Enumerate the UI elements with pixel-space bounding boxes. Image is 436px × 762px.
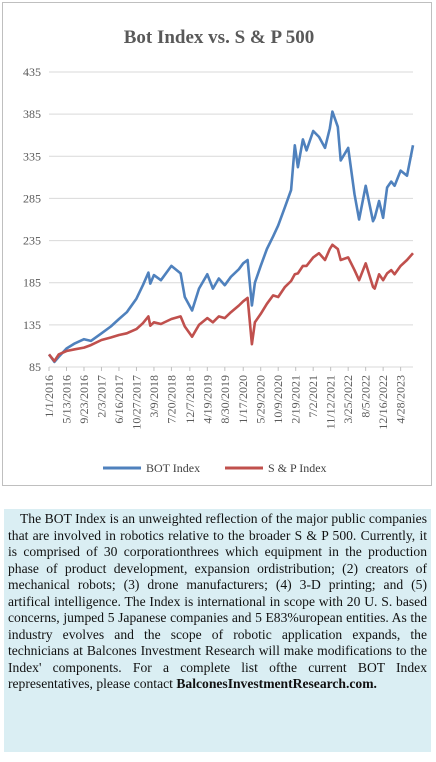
x-tick-label: 5/13/2016	[59, 375, 73, 424]
line-chart: Bot Index vs. S & P 500 85 135 185 235 285 33…	[23, 27, 415, 475]
x-tick-label: 7/20/2018	[164, 375, 178, 424]
x-tick-label: 1/1/2016	[42, 375, 56, 418]
x-tick-label: 10/27/2017	[129, 375, 143, 430]
x-axis-tick-labels: 1/1/2016 5/13/2016 9/23/2016 2/3/2017 6/16/2…	[42, 367, 408, 430]
y-tick-label: 335	[23, 149, 41, 163]
description-box: The BOT Index is an unweighted reflectio…	[4, 509, 431, 752]
x-tick-label: 2/3/2017	[94, 375, 108, 418]
series-line-s-p-index	[47, 243, 414, 363]
x-tick-label: 7/2/2021	[306, 375, 320, 418]
x-tick-label: 1/17/2020	[236, 375, 250, 424]
series-line-bot-index	[47, 110, 415, 364]
description-text: The BOT Index is an unweighted reflectio…	[8, 511, 427, 691]
y-axis-tick-labels: 85 135 185 235 285 335 385 435	[23, 65, 41, 374]
x-tick-label: 12/16/2022	[376, 375, 390, 430]
chart-title: Bot Index vs. S & P 500	[124, 27, 315, 48]
y-tick-label: 385	[23, 107, 41, 121]
chart-panel: Bot Index vs. S & P 500 85 135 185 235 285 33…	[2, 2, 432, 486]
x-tick-label: 3/9/2018	[147, 375, 161, 418]
y-tick-label: 235	[23, 234, 41, 248]
x-tick-label: 9/23/2016	[77, 375, 91, 424]
x-tick-label: 4/19/2019	[200, 375, 214, 424]
legend: BOT Index S & P Index	[103, 461, 327, 475]
description-paragraph: The BOT Index is an unweighted reflectio…	[8, 511, 427, 693]
y-tick-label: 185	[23, 276, 41, 290]
y-tick-label: 285	[23, 191, 41, 205]
y-tick-label: 435	[23, 65, 41, 79]
x-tick-label: 8/30/2019	[218, 375, 232, 424]
x-tick-label: 10/9/2020	[271, 375, 285, 424]
x-tick-label: 5/29/2020	[254, 375, 268, 424]
gridlines	[49, 71, 413, 368]
legend-label-bot-index: BOT Index	[146, 461, 200, 475]
x-tick-label: 11/12/2021	[324, 375, 338, 429]
series-lines	[47, 110, 415, 364]
contact-website: BalconesInvestmentResearch.com.	[176, 676, 377, 691]
x-tick-label: 3/25/2022	[341, 375, 355, 424]
y-tick-label: 135	[23, 318, 41, 332]
x-tick-label: 4/28/2023	[394, 375, 408, 424]
x-tick-label: 8/5/2022	[359, 375, 373, 418]
x-tick-label: 12/7/2018	[183, 375, 197, 424]
x-tick-label: 2/19/2021	[289, 375, 303, 424]
legend-label-s-p-index: S & P Index	[268, 461, 327, 475]
y-tick-label: 85	[29, 360, 41, 374]
x-tick-label: 6/16/2017	[112, 375, 126, 424]
